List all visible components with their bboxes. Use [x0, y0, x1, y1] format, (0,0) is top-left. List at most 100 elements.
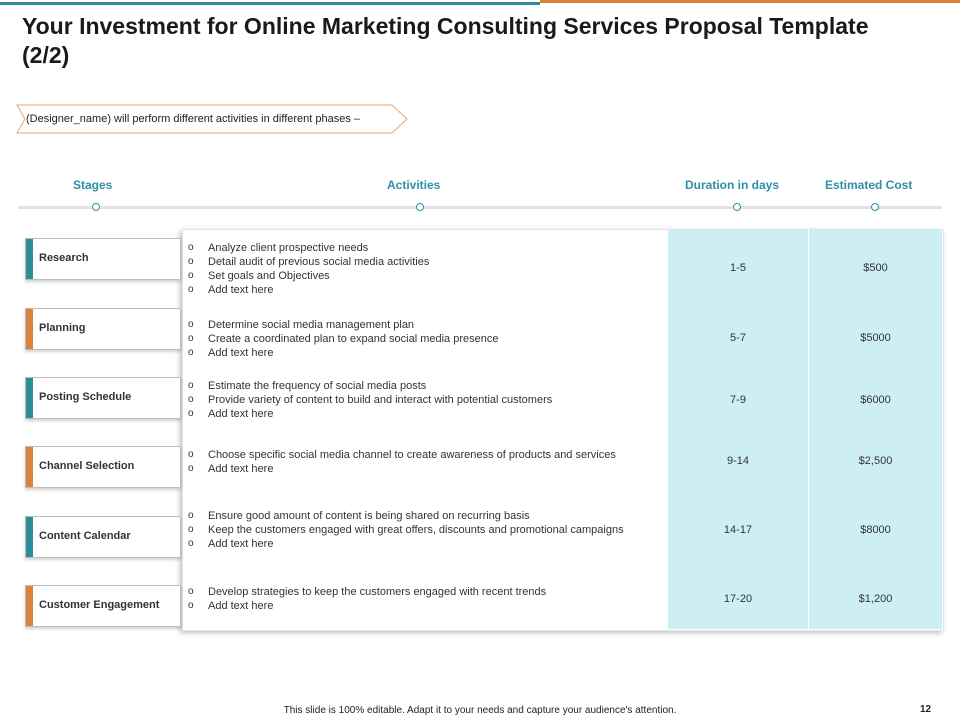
stage-card: Posting Schedule [25, 377, 181, 419]
cost-cell: $5000 [860, 332, 891, 344]
header-dot-stages [92, 203, 100, 211]
activity-item: o Ensure good amount of content is being … [188, 509, 668, 523]
duration-cell: 7-9 [730, 394, 746, 406]
header-stages: Stages [73, 178, 113, 192]
stage-label: Research [39, 252, 89, 264]
duration-column-fill [668, 229, 808, 629]
duration-cell: 17-20 [723, 593, 753, 605]
cost-cell: $6000 [860, 394, 891, 406]
activity-item: o Add text here [188, 599, 668, 613]
column-separator [808, 229, 809, 629]
activity-item: o Keep the customers engaged with great o… [188, 523, 668, 537]
activity-list: o Determine social media management plan o… [188, 318, 668, 360]
bullet-icon: o [188, 380, 194, 391]
bullet-icon: o [188, 256, 194, 267]
activity-text: Determine social media management plan [208, 319, 415, 331]
page-number: 12 [920, 704, 932, 715]
slide-title: Your Investment for Online Marketing Con… [22, 13, 869, 68]
stage-label: Planning [39, 322, 86, 334]
bullet-icon: o [188, 333, 194, 344]
stage-label: Channel Selection [39, 460, 135, 472]
activity-text: Add text here [208, 408, 274, 420]
bullet-icon: o [188, 586, 194, 597]
cost-cell: $2,500 [858, 455, 893, 467]
top-accent-bar-orange [540, 0, 960, 3]
cost-cell: $500 [863, 262, 888, 274]
stage-label: Posting Schedule [39, 391, 132, 403]
stage-accent-bar [26, 378, 33, 418]
header-dot-activities [416, 203, 424, 211]
header-duration: Duration in days [685, 178, 780, 192]
activity-item: o Determine social media management plan [188, 318, 668, 332]
bullet-icon: o [188, 510, 194, 521]
activity-list: o Ensure good amount of content is being … [188, 509, 668, 551]
activity-text: Add text here [208, 538, 274, 550]
activity-text: Develop strategies to keep the customers… [208, 586, 547, 598]
activity-text: Analyze client prospective needs [208, 242, 369, 254]
stage-card: Content Calendar [25, 516, 181, 558]
bullet-icon: o [188, 270, 194, 281]
activity-text: Choose specific social media channel to … [208, 449, 616, 461]
header-divider-line [18, 206, 942, 209]
bullet-icon: o [188, 347, 194, 358]
activity-item: o Develop strategies to keep the customer… [188, 585, 668, 599]
stage-accent-bar [26, 517, 33, 557]
activity-item: o Add text here [188, 537, 668, 551]
activity-text: Add text here [208, 347, 274, 359]
stage-label: Content Calendar [39, 530, 131, 542]
bullet-icon: o [188, 394, 194, 405]
header-dot-duration [733, 203, 741, 211]
bullet-icon: o [188, 319, 194, 330]
bullet-icon: o [188, 242, 194, 253]
activity-list: o Analyze client prospective needs o Detail… [188, 241, 668, 297]
callout-arrow-shape [16, 104, 408, 134]
header-dot-cost [871, 203, 879, 211]
bullet-icon: o [188, 284, 194, 295]
top-accent-bar-teal [0, 2, 540, 5]
activity-list: o Estimate the frequency of social media … [188, 379, 668, 421]
activity-text: Add text here [208, 463, 274, 475]
activity-item: o Add text here [188, 462, 668, 476]
duration-cell: 1-5 [730, 262, 746, 274]
cost-cell: $8000 [860, 524, 891, 536]
bullet-icon: o [188, 600, 194, 611]
activity-item: o Provide variety of content to build and… [188, 393, 668, 407]
activity-item: o Create a coordinated plan to expand soc… [188, 332, 668, 346]
bullet-icon: o [188, 463, 194, 474]
cost-column-fill [809, 229, 942, 629]
activity-text: Detail audit of previous social media ac… [208, 256, 430, 268]
callout-text: (Designer_name) will perform different a… [26, 113, 361, 125]
header-activities: Activities [387, 178, 441, 192]
bullet-icon: o [188, 449, 194, 460]
activity-text: Ensure good amount of content is being s… [208, 510, 530, 522]
footer-note: This slide is 100% editable. Adapt it to… [283, 705, 677, 716]
stage-card: Research [25, 238, 181, 280]
activity-text: Create a coordinated plan to expand soci… [208, 333, 499, 345]
activity-item: o Detail audit of previous social media a… [188, 255, 668, 269]
activity-text: Provide variety of content to build and … [208, 394, 553, 406]
stage-label: Customer Engagement [39, 599, 160, 611]
stage-accent-bar [26, 309, 33, 349]
duration-cell: 5-7 [730, 332, 746, 344]
bullet-icon: o [188, 408, 194, 419]
activity-text: Set goals and Objectives [208, 270, 330, 282]
activity-text: Add text here [208, 600, 274, 612]
stage-accent-bar [26, 447, 33, 487]
stage-card: Customer Engagement [25, 585, 181, 627]
stage-card: Planning [25, 308, 181, 350]
activity-item: o Add text here [188, 407, 668, 421]
activity-item: o Choose specific social media channel to… [188, 448, 668, 462]
activity-item: o Analyze client prospective needs [188, 241, 668, 255]
stage-accent-bar [26, 586, 33, 626]
activity-text: Estimate the frequency of social media p… [208, 380, 427, 392]
activity-list: o Develop strategies to keep the customer… [188, 585, 668, 613]
activity-item: o Add text here [188, 283, 668, 297]
duration-cell: 14-17 [723, 524, 753, 536]
activity-list: o Choose specific social media channel to… [188, 448, 668, 476]
duration-cell: 9-14 [726, 455, 750, 467]
cost-cell: $1,200 [858, 593, 893, 605]
activity-text: Keep the customers engaged with great of… [208, 524, 624, 536]
stage-card: Channel Selection [25, 446, 181, 488]
activity-text: Add text here [208, 284, 274, 296]
stage-accent-bar [26, 239, 33, 279]
